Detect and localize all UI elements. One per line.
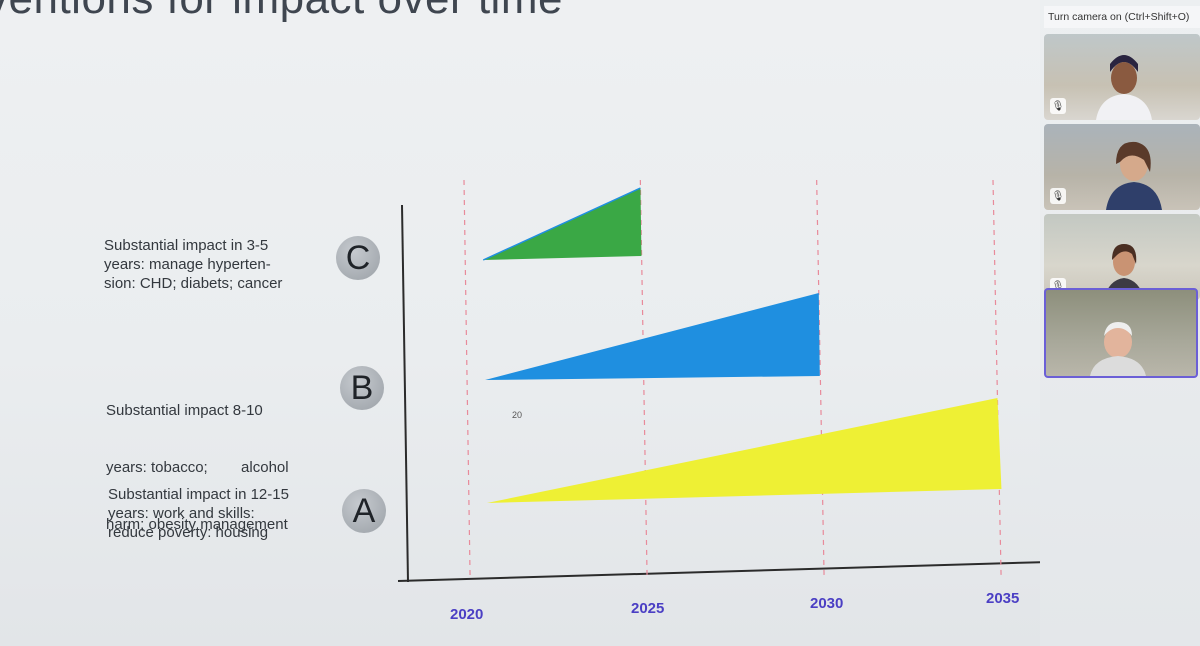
badge-c: C [336, 236, 380, 280]
band-c-edge [482, 187, 641, 261]
participant-avatar [1090, 322, 1146, 376]
slide-title: ventions for impact over time [0, 0, 563, 24]
y-axis [401, 204, 409, 583]
participant-tile-4[interactable] [1044, 288, 1198, 378]
row-a-line-1: Substantial impact in 12-15 [108, 486, 289, 503]
row-a-label: Substantial impact in 12-15 years: work … [108, 485, 289, 542]
tick-label-2020: 2020 [450, 606, 484, 623]
row-b-label: Substantial impact 8-10 years: tobacco; … [106, 363, 289, 572]
tick-label-2035: 2035 [986, 590, 1020, 607]
mic-muted-icon[interactable]: 🎙 [1050, 188, 1066, 204]
tick-label-2025: 2025 [631, 600, 665, 617]
gridline-2025 [639, 179, 648, 579]
gridline-2030 [816, 179, 825, 579]
participant-avatar [1096, 55, 1152, 120]
participant-tile-1[interactable]: 🎙 [1044, 34, 1200, 120]
row-c-line-1: Substantial impact in 3-5 [104, 237, 269, 254]
row-b-line-3: harm; obesity management [106, 516, 288, 533]
mic-muted-icon[interactable]: 🎙 [1050, 98, 1066, 114]
row-a-line-3: reduce poverty: housing [108, 524, 269, 541]
stray-label: 20 [512, 410, 523, 420]
row-b-line-2: years: tobacco; alcohol [106, 459, 289, 476]
row-a-line-2: years: work and skills: [108, 505, 255, 522]
x-axis [397, 561, 1040, 582]
row-b-line-1: Substantial impact 8-10 [106, 402, 263, 419]
participant-avatar [1106, 141, 1162, 210]
gridline-2020 [463, 179, 471, 579]
impact-band-a [486, 398, 1002, 503]
badge-b: B [340, 366, 384, 410]
row-c-line-3: sion: CHD; diabets; cancer [104, 275, 283, 292]
row-c-line-2: years: manage hyperten- [104, 256, 271, 273]
camera-hint-tooltip: Turn camera on (Ctrl+Shift+O) [1044, 6, 1200, 28]
participant-tile-3[interactable]: 🎙 [1044, 214, 1200, 300]
gridline-2035 [992, 179, 1002, 579]
slide-canvas: ventions for impact over time Substantia… [0, 0, 1040, 646]
timeline-chart [397, 179, 1040, 583]
participant-tile-2[interactable]: 🎙 [1044, 124, 1200, 210]
row-c-label: Substantial impact in 3-5 years: manage … [104, 236, 282, 293]
badge-a: A [342, 489, 386, 533]
tick-label-2030: 2030 [810, 595, 844, 612]
impact-band-b [485, 293, 820, 380]
